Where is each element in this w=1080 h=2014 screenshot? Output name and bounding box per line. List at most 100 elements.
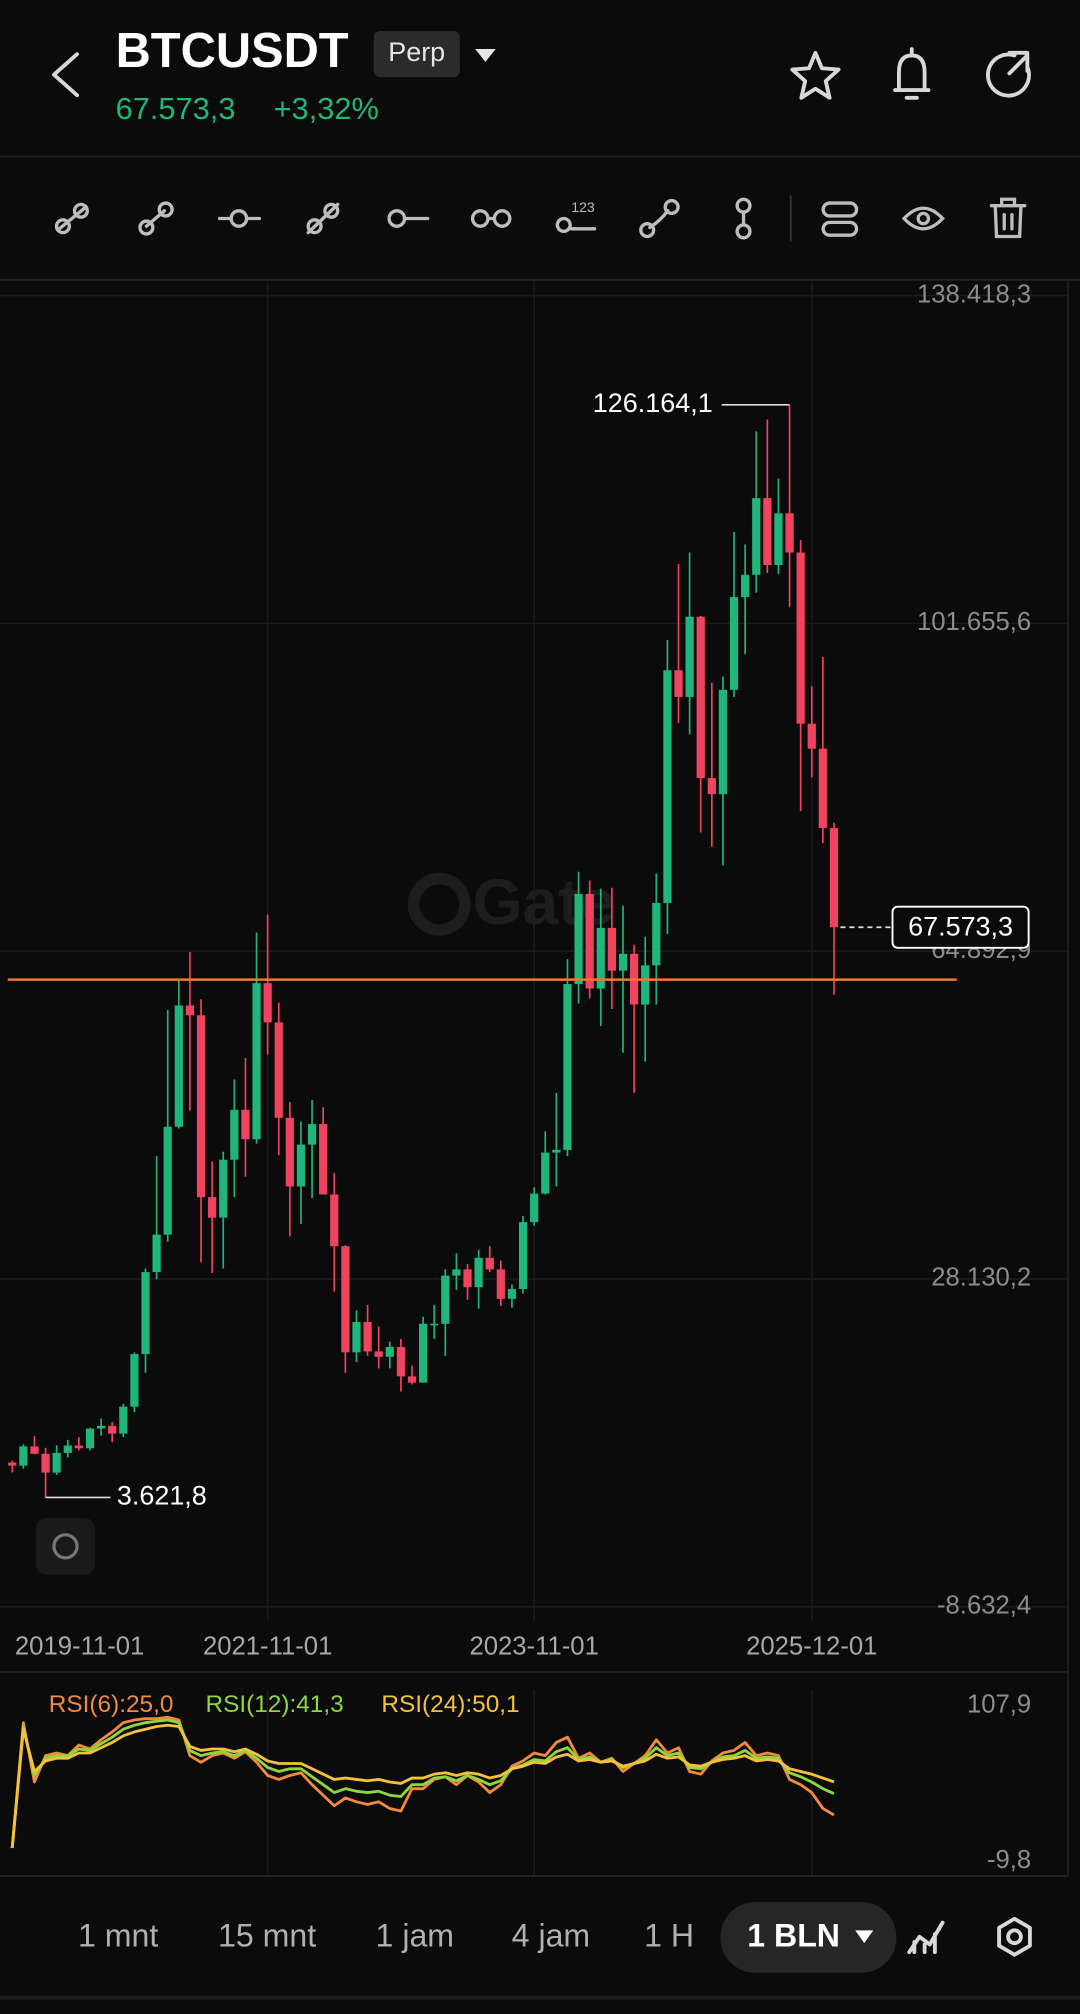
eye-icon[interactable] xyxy=(901,206,945,231)
tool[interactable] xyxy=(54,202,89,235)
tool-shape[interactable] xyxy=(821,201,859,218)
timeframe[interactable]: 4 jam xyxy=(512,1918,590,1954)
tool-dot[interactable] xyxy=(323,202,340,219)
candle-body xyxy=(152,1234,161,1273)
bell-icon[interactable] xyxy=(893,47,931,100)
candle-body xyxy=(41,1453,50,1473)
candle-body xyxy=(763,498,772,565)
candle-body xyxy=(396,1346,406,1377)
tool-dot[interactable] xyxy=(492,209,512,228)
tool-dot[interactable] xyxy=(470,209,490,228)
candle-body xyxy=(685,616,694,697)
tool-delete[interactable] xyxy=(989,197,1027,239)
tool[interactable] xyxy=(138,201,174,236)
settings-icon[interactable] xyxy=(997,1916,1032,1957)
candle-body xyxy=(130,1354,139,1407)
plot: 138.418,3101.655,664.892,928.130,2-8.632… xyxy=(7,280,1031,1874)
candle-body xyxy=(330,1194,339,1247)
tool[interactable] xyxy=(387,209,430,228)
indicator-button[interactable] xyxy=(907,1920,945,1955)
timeframe-active-bg[interactable] xyxy=(720,1902,897,1973)
candle-body xyxy=(174,1005,183,1127)
tool-dot[interactable] xyxy=(663,198,680,216)
tool-dot[interactable] xyxy=(639,221,656,239)
y-tick-label: 101.655,6 xyxy=(917,608,1031,636)
tool-dot[interactable] xyxy=(54,218,72,235)
candle-body xyxy=(374,1351,383,1357)
x-tick-label: 2023-11-01 xyxy=(469,1633,598,1661)
badge-bg[interactable] xyxy=(373,31,460,78)
symbol-dropdown[interactable] xyxy=(475,48,496,62)
tool-dot[interactable] xyxy=(387,209,407,228)
candle-body xyxy=(518,1222,528,1290)
timeframe[interactable]: 1 BLN xyxy=(747,1918,840,1954)
candle-body xyxy=(707,778,716,795)
tool-line[interactable] xyxy=(306,202,340,235)
tool-dot[interactable] xyxy=(735,223,752,240)
trash-icon[interactable] xyxy=(989,197,1027,239)
candle-body xyxy=(607,927,616,971)
candle-body xyxy=(19,1446,28,1466)
candle-body xyxy=(530,1193,539,1223)
candle-body xyxy=(818,748,827,829)
candle-body xyxy=(663,670,672,903)
tool-badge[interactable]: 123 xyxy=(571,199,595,215)
tool[interactable] xyxy=(470,209,512,228)
tool[interactable] xyxy=(306,202,340,235)
indicator-icon[interactable] xyxy=(907,1920,945,1955)
settings-button[interactable] xyxy=(997,1916,1032,1957)
tool-visibility[interactable] xyxy=(901,206,945,231)
tool-dot[interactable] xyxy=(306,218,323,235)
tool[interactable] xyxy=(639,198,680,239)
tool-settings[interactable] xyxy=(821,201,859,237)
tool-dot[interactable] xyxy=(229,209,249,228)
eye-pupil[interactable] xyxy=(916,211,931,226)
favorite-button[interactable] xyxy=(790,50,841,100)
timeframe[interactable]: 15 mnt xyxy=(218,1918,316,1954)
tool-dot[interactable] xyxy=(735,197,752,214)
candle-body xyxy=(163,1126,172,1235)
tool[interactable] xyxy=(735,197,752,240)
candle-body xyxy=(363,1321,372,1352)
timeframe[interactable]: 1 jam xyxy=(376,1918,454,1954)
tool[interactable] xyxy=(217,209,262,228)
timeframe-dropdown[interactable] xyxy=(855,1930,874,1944)
settings-dot[interactable] xyxy=(1006,1928,1023,1946)
badge[interactable]: Perp xyxy=(388,37,445,67)
refresh-icon[interactable] xyxy=(986,50,1031,98)
last-price-box xyxy=(891,905,1030,949)
candle-body xyxy=(696,616,705,779)
chart-tool-icon[interactable] xyxy=(52,1533,79,1560)
candle-body xyxy=(419,1323,428,1383)
candle-body xyxy=(52,1452,61,1473)
tool-dot[interactable] xyxy=(72,202,89,219)
candle-body xyxy=(674,670,683,697)
timeframe[interactable]: 1 H xyxy=(644,1918,694,1954)
x-tick-label: 2021-11-01 xyxy=(203,1633,332,1661)
rsi-line xyxy=(10,1715,835,1849)
timeframe-bar: 1 mnt 15 mnt 1 jam 4 jam 1 H 1 BLN xyxy=(78,1902,897,1973)
candle-body xyxy=(85,1428,95,1449)
candle-body xyxy=(274,1022,283,1118)
candle-body xyxy=(430,1323,439,1326)
back-button[interactable] xyxy=(52,52,79,98)
candle-body xyxy=(718,689,728,795)
refresh-button[interactable] xyxy=(986,50,1031,98)
candle-body xyxy=(141,1272,150,1355)
tool[interactable]: 123 xyxy=(555,199,597,234)
price: 67.573,3 xyxy=(116,91,236,126)
tool-line[interactable] xyxy=(56,205,88,232)
candle-body xyxy=(319,1124,328,1195)
candle-body xyxy=(196,1015,206,1198)
alert-button[interactable] xyxy=(893,47,931,100)
timeframe[interactable]: 1 mnt xyxy=(78,1918,158,1954)
tool-dot[interactable] xyxy=(555,216,572,234)
chart-tool-button[interactable] xyxy=(35,1518,96,1575)
tool-shape[interactable] xyxy=(821,220,859,237)
rsi-line xyxy=(10,1723,835,1849)
y-tick-label: -8.632,4 xyxy=(937,1591,1031,1619)
tool-dot[interactable] xyxy=(138,219,155,236)
tool-dot[interactable] xyxy=(157,201,174,218)
